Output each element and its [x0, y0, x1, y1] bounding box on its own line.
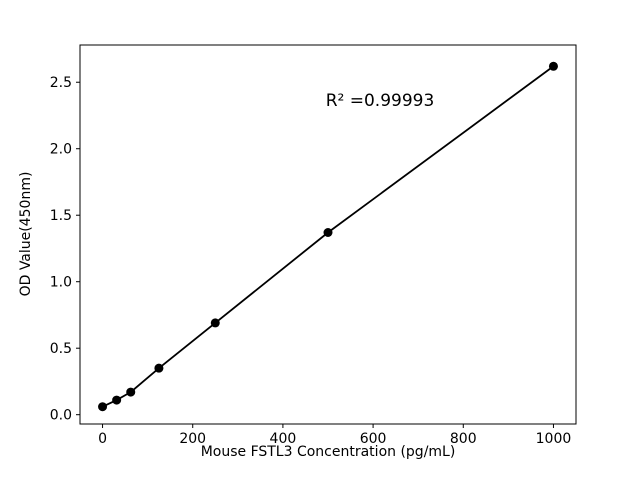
x-tick-label: 800: [450, 431, 477, 447]
y-tick-label: 0.0: [50, 408, 72, 424]
y-axis-label: OD Value(450nm): [18, 171, 34, 297]
y-tick-label: 0.5: [50, 341, 72, 357]
y-tick-label: 2.5: [50, 75, 72, 91]
data-point-marker: [548, 61, 558, 71]
data-point-marker: [112, 395, 122, 405]
y-tick-label: 2.0: [50, 142, 72, 158]
data-point-marker: [154, 363, 164, 373]
x-tick-label: 400: [270, 431, 297, 447]
x-tick-label: 200: [179, 431, 206, 447]
y-tick-label: 1.0: [50, 275, 72, 291]
data-point-marker: [323, 228, 333, 238]
x-tick-label: 1000: [536, 431, 572, 447]
x-tick-label: 0: [98, 431, 107, 447]
data-point-marker: [98, 402, 108, 412]
y-tick-label: 1.5: [50, 208, 72, 224]
data-point-marker: [210, 318, 220, 328]
x-axis-label: Mouse FSTL3 Concentration (pg/mL): [200, 444, 456, 460]
x-tick-label: 600: [360, 431, 387, 447]
data-point-marker: [126, 387, 136, 397]
r-squared-annotation: R² =0.99993: [325, 91, 435, 111]
axes-spines: [79, 44, 577, 425]
